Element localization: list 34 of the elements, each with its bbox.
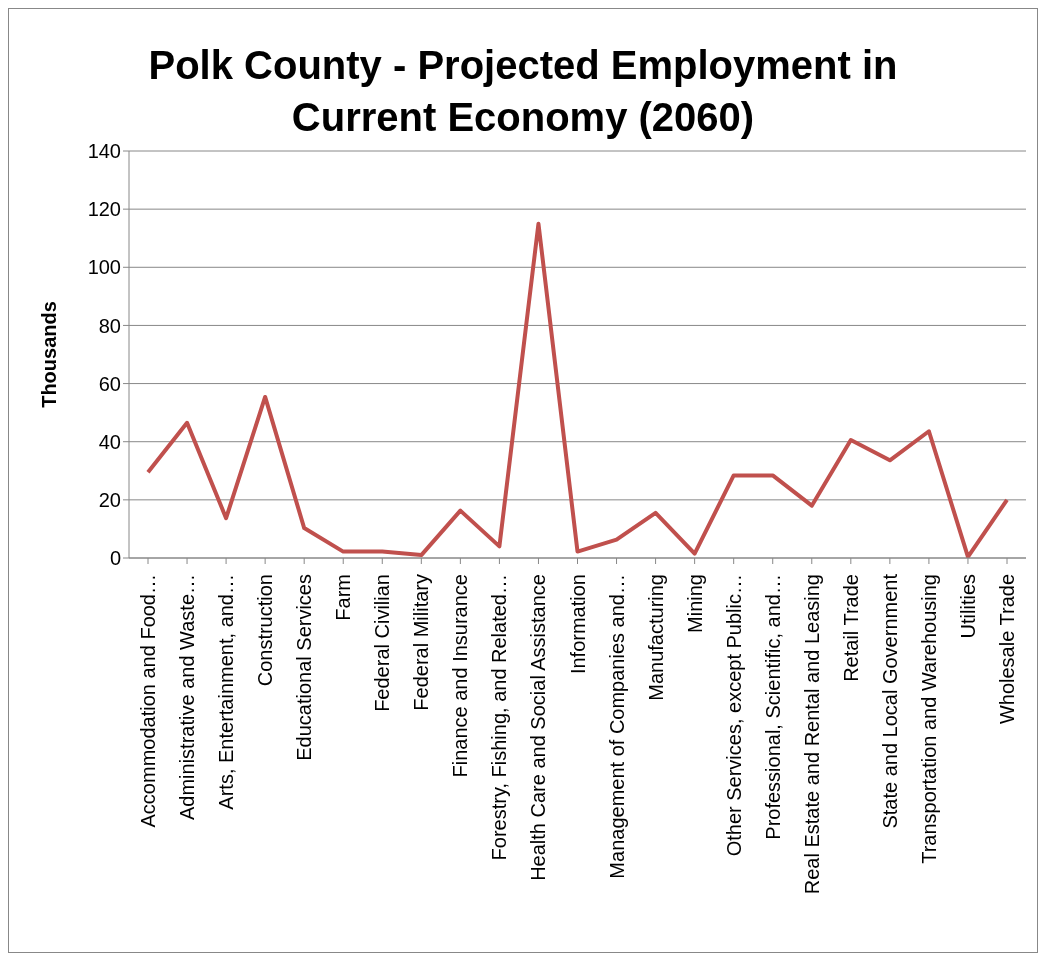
x-tick-label: Federal Civilian	[371, 574, 394, 712]
x-tick-label: Accommodation and Food…	[137, 574, 159, 828]
x-tick-label: Manufacturing	[644, 574, 667, 701]
x-tick-label: Finance and Insurance	[449, 574, 472, 778]
x-tick-label: Real Estate and Rental and Leasing	[800, 574, 823, 895]
x-tick-label: Utilities	[956, 574, 979, 639]
x-tick-label: Farm	[332, 574, 355, 621]
x-tick-label: Other Services, except Public…	[722, 574, 745, 857]
x-tick-label: Retail Trade	[839, 574, 862, 682]
y-tick-label: 100	[87, 256, 121, 279]
x-tick-label: Forestry, Fishing, and Related…	[488, 574, 511, 861]
y-axis-title: Thousands	[38, 301, 61, 408]
x-tick-label: Professional, Scientific, and…	[761, 574, 784, 840]
x-tick-label: Arts, Entertainment, and…	[215, 574, 238, 810]
y-tick-label: 140	[87, 140, 121, 163]
x-tick-label: Federal Military	[410, 574, 433, 711]
y-tick-label: 60	[98, 372, 121, 395]
y-tick-label: 80	[98, 314, 121, 337]
x-tick-label: Transportation and Warehousing	[917, 574, 940, 864]
chart-title: Polk County - Projected Employment in Current Economy (2060)	[148, 43, 898, 139]
y-tick-label: 20	[98, 488, 121, 511]
x-tick-label: Information	[566, 574, 589, 675]
y-tick-label: 0	[109, 547, 121, 570]
x-tick-label: Construction	[254, 574, 277, 687]
x-tick-label: State and Local Government	[878, 573, 901, 829]
y-tick-label: 120	[87, 198, 121, 221]
x-tick-label: Wholesale Trade	[996, 574, 1018, 725]
x-tick-label: Health Care and Social Assistance	[527, 574, 550, 881]
x-tick-label: Mining	[683, 574, 706, 633]
x-tick-label: Educational Services	[293, 574, 316, 761]
x-tick-label: Management of Companies and…	[605, 574, 628, 879]
x-tick-label: Administrative and Waste…	[176, 574, 199, 821]
line-series	[146, 221, 1009, 558]
y-tick-label: 40	[98, 430, 121, 453]
